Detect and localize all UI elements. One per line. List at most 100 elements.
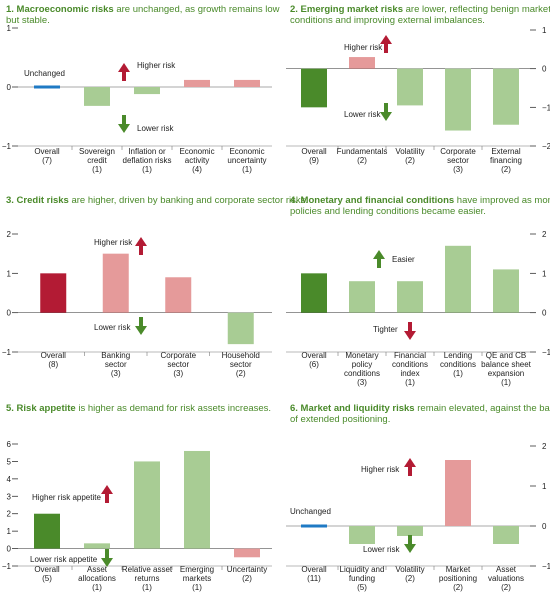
category-label: policy [352, 360, 372, 369]
panel-2: 2. Emerging market risks are lower, refl… [286, 4, 550, 174]
bar [349, 281, 375, 313]
category-label: (1) [142, 583, 152, 592]
category-label: sector [230, 360, 252, 369]
category-label: (2) [405, 574, 415, 583]
panel-title-bold: 3. Credit risks [6, 195, 69, 206]
bar [397, 68, 423, 106]
y-tick-label: −1 [542, 348, 550, 357]
category-label: sector [167, 360, 189, 369]
category-label: Fundamentals [337, 147, 388, 156]
bar [84, 543, 110, 549]
lower-label: Lower risk appetite [30, 555, 98, 564]
category-label: markets [183, 574, 211, 583]
bar [397, 281, 423, 313]
y-tick-label: 2 [7, 230, 12, 239]
category-label: Economic [229, 147, 264, 156]
higher-label: Higher risk [137, 61, 176, 70]
bar [493, 68, 519, 125]
category-label: allocations [78, 574, 116, 583]
panel-title-rest: is higher as demand for risk assets incr… [76, 403, 271, 414]
category-label: (1) [501, 378, 511, 387]
category-label: (8) [48, 360, 58, 369]
bar [349, 526, 375, 544]
y-tick-label: 0 [7, 83, 12, 92]
category-label: financing [490, 156, 522, 165]
bar [84, 87, 110, 106]
category-label: conditions [440, 360, 476, 369]
y-tick-label: 1 [542, 482, 547, 491]
down-arrow-icon [380, 103, 392, 121]
category-label: (2) [501, 165, 511, 174]
y-tick-label: 0 [542, 522, 547, 531]
up-arrow-icon [135, 237, 147, 255]
panel-title-line: of extended positioning. [290, 414, 390, 425]
category-label: (9) [309, 156, 319, 165]
category-label: sector [105, 360, 127, 369]
y-tick-label: 0 [542, 309, 547, 318]
panel-title-rest: have improved as monetary [454, 195, 550, 206]
category-label: Volatility [395, 565, 424, 574]
category-label: credit [87, 156, 107, 165]
down-arrow-icon [118, 115, 130, 133]
y-tick-label: 3 [7, 492, 12, 501]
category-label: Economic [179, 147, 214, 156]
y-tick-label: 6 [7, 440, 12, 449]
category-label: Overall [301, 147, 327, 156]
bar [234, 548, 260, 558]
y-tick-label: 2 [542, 442, 547, 451]
bar [234, 79, 260, 87]
category-label: (1) [142, 165, 152, 174]
category-label: (2) [242, 574, 252, 583]
category-label: Corporate [440, 147, 476, 156]
category-label: (5) [42, 574, 52, 583]
category-label: (2) [501, 583, 511, 592]
panel-title: 2. Emerging market risks are lower, refl… [290, 4, 550, 15]
category-label: Sovereign [79, 147, 115, 156]
lower-label: Lower risk [344, 110, 381, 119]
panel-title: 6. Market and liquidity risks remain ele… [290, 403, 550, 414]
category-label: (11) [307, 574, 321, 583]
category-label: (3) [453, 165, 463, 174]
higher-label: Higher risk [361, 465, 400, 474]
panel-title-bold: 5. Risk appetite [6, 403, 76, 414]
category-label: activity [185, 156, 209, 165]
bar [40, 273, 67, 313]
y-tick-label: −1 [542, 103, 550, 112]
category-label: conditions [344, 369, 380, 378]
category-label: Overall [34, 147, 60, 156]
up-arrow-icon [373, 250, 385, 268]
y-tick-label: 1 [542, 269, 547, 278]
category-label: Inflation or [128, 147, 166, 156]
category-label: Relative asset [122, 565, 173, 574]
category-label: Banking [101, 351, 130, 360]
category-label: expansion [488, 369, 524, 378]
category-label: (3) [111, 369, 121, 378]
panel-title: 1. Macroeconomic risks are unchanged, as… [6, 4, 280, 15]
y-tick-label: −2 [542, 142, 550, 151]
category-label: returns [135, 574, 160, 583]
panel-1: 1. Macroeconomic risks are unchanged, as… [2, 4, 280, 174]
bar-unchanged [301, 524, 327, 528]
category-label: Financial [394, 351, 426, 360]
category-label: (1) [405, 378, 415, 387]
category-label: Lending [444, 351, 472, 360]
unchanged-label: Unchanged [290, 507, 331, 516]
y-tick-label: −1 [2, 142, 12, 151]
panel-title: 3. Credit risks are higher, driven by ba… [6, 195, 308, 206]
higher-label: Higher risk appetite [32, 493, 101, 502]
category-label: (3) [357, 378, 367, 387]
bar [493, 526, 519, 544]
panel-title: 4. Monetary and financial conditions hav… [290, 195, 550, 206]
lower-label: Lower risk [363, 545, 400, 554]
category-label: (2) [453, 583, 463, 592]
panel-title: 5. Risk appetite is higher as demand for… [6, 403, 271, 414]
y-tick-label: 2 [7, 510, 12, 519]
panel-title-rest: are lower, reflecting benign market [403, 4, 550, 15]
category-label: Overall [301, 351, 327, 360]
unchanged-label: Unchanged [24, 69, 65, 78]
category-label: (1) [92, 583, 102, 592]
category-label: (2) [236, 369, 246, 378]
panel-4: 4. Monetary and financial conditions hav… [286, 195, 550, 387]
category-label: Monetary [345, 351, 378, 360]
